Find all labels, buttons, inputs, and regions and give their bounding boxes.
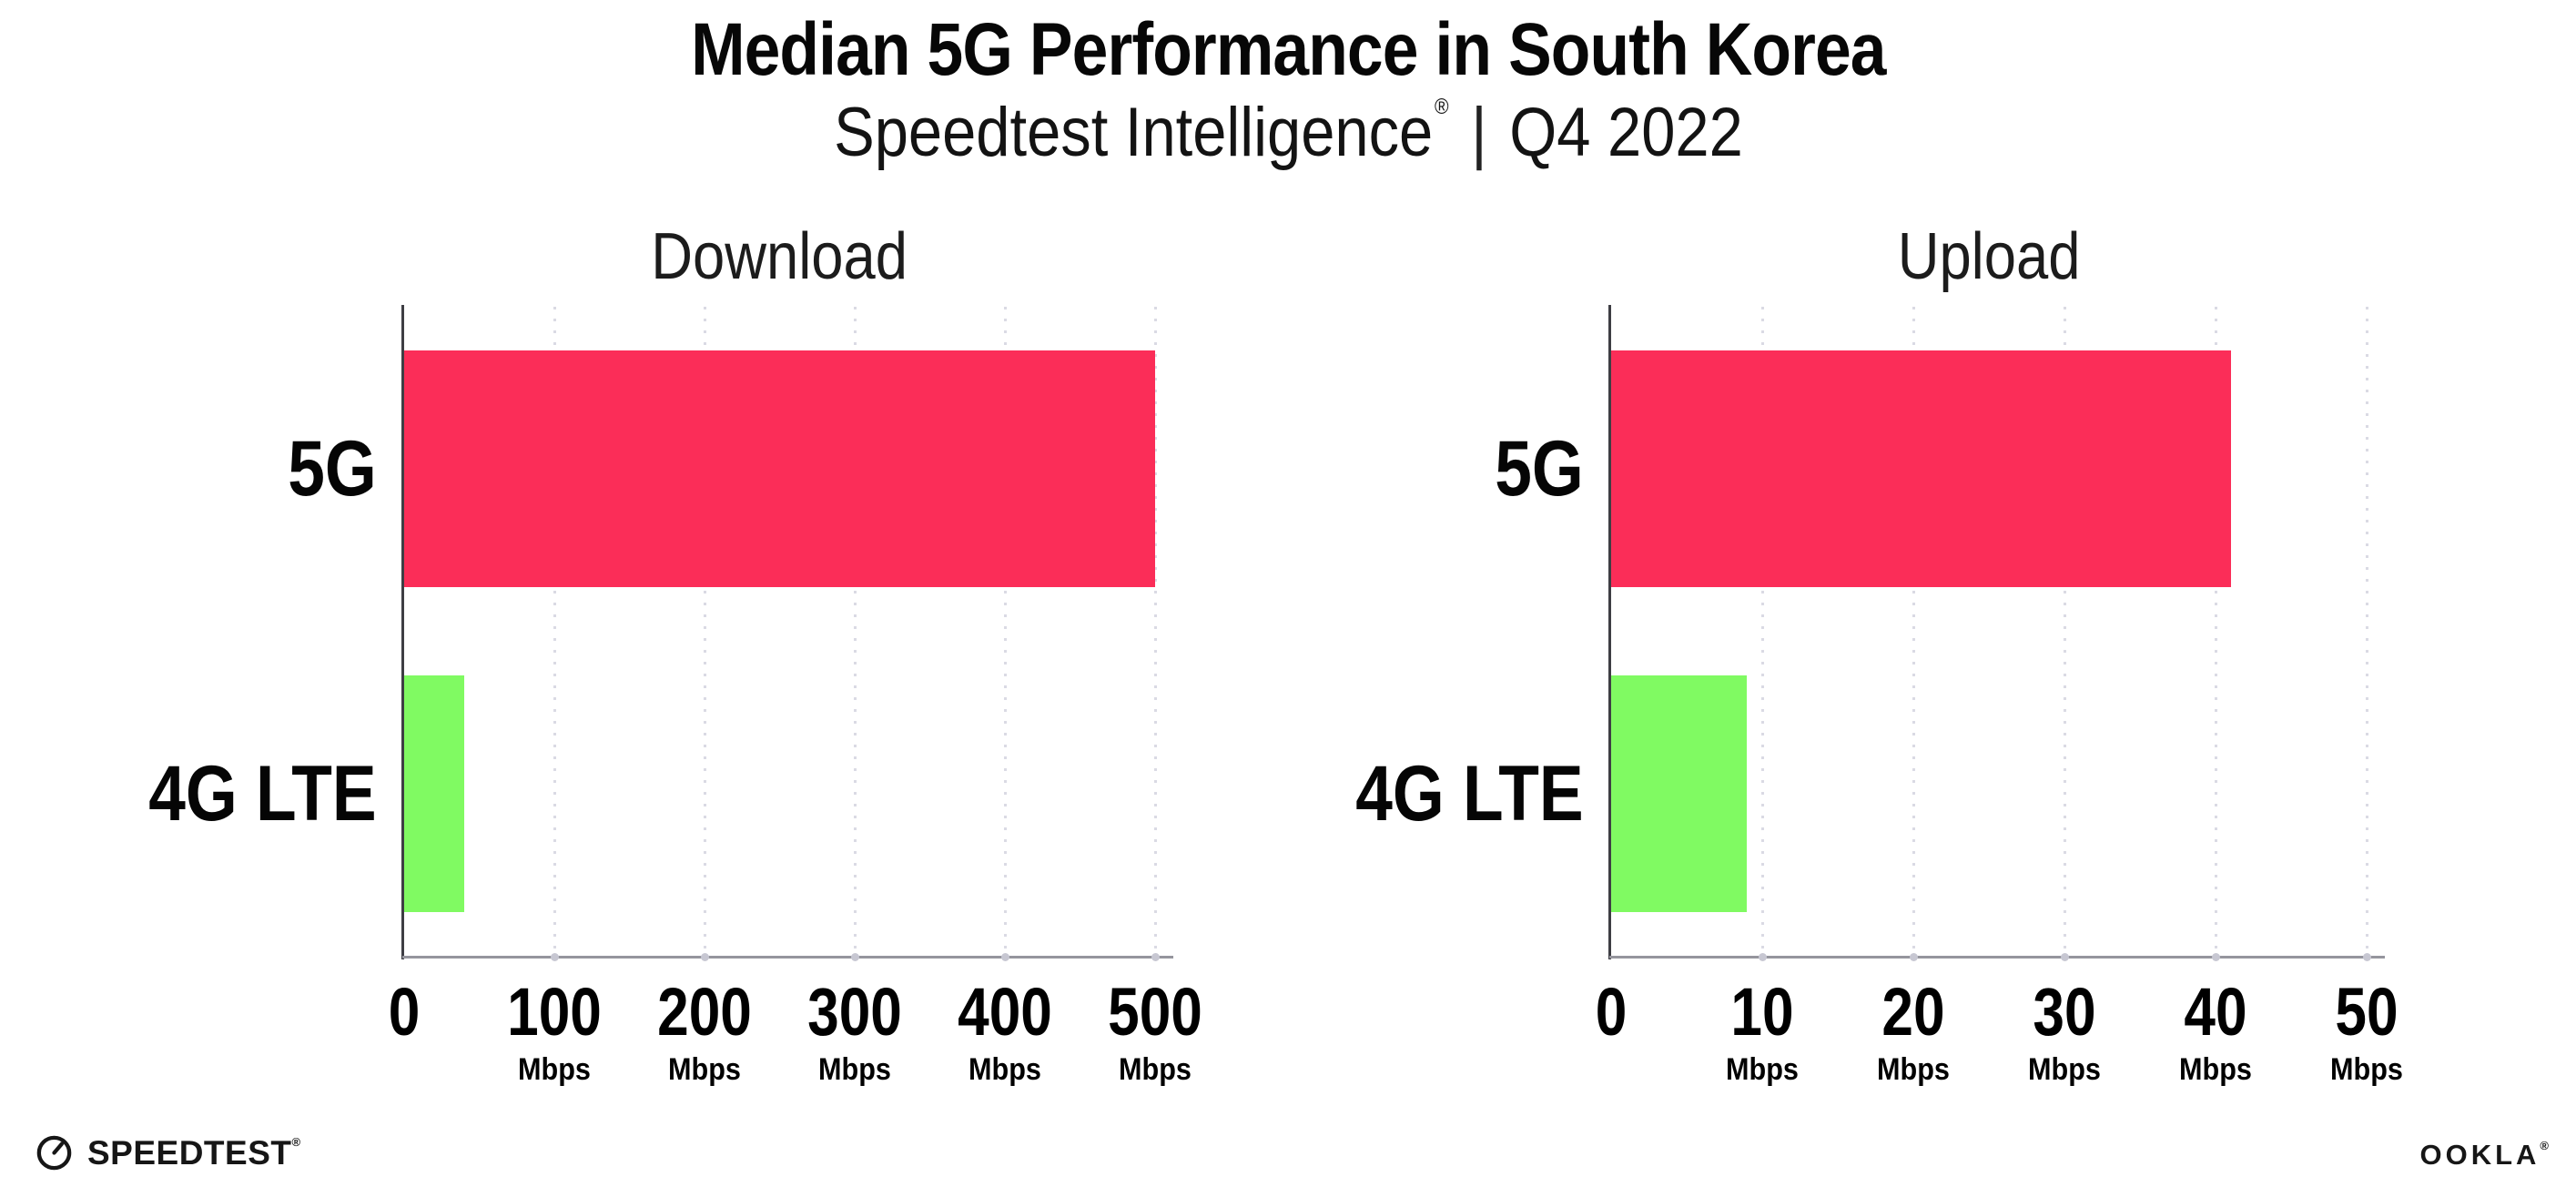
tick-label-50: 50 Mbps bbox=[2327, 974, 2408, 1087]
ookla-logo: OOKLA® bbox=[2419, 1139, 2549, 1172]
tick-value: 50 bbox=[2335, 974, 2399, 1050]
axis-tick-dot-400 bbox=[1000, 953, 1009, 961]
category-label-5g: 5G bbox=[272, 350, 377, 587]
y-axis bbox=[401, 305, 404, 959]
subtitle-brand: Speedtest Intelligence bbox=[833, 94, 1433, 171]
gridline-40 bbox=[2214, 307, 2217, 958]
page-subtitle: Speedtest Intelligence® | Q4 2022 bbox=[0, 93, 2576, 172]
tick-unit-label: Mbps bbox=[2330, 1051, 2403, 1087]
gridline-500 bbox=[1153, 307, 1157, 958]
tick-value: 40 bbox=[2184, 974, 2247, 1050]
gridline-10 bbox=[1760, 307, 1764, 958]
tick-value: 500 bbox=[1108, 974, 1202, 1050]
tick-value: 10 bbox=[1730, 974, 1794, 1050]
page-title-text: Median 5G Performance in South Korea bbox=[690, 8, 1886, 91]
gridline-50 bbox=[2365, 307, 2368, 958]
y-axis bbox=[1608, 305, 1611, 959]
subtitle-period: Q4 2022 bbox=[1508, 94, 1743, 171]
tick-label-200: 200 Mbps bbox=[648, 974, 760, 1087]
tick-label-500: 500 Mbps bbox=[1099, 974, 1211, 1087]
tick-unit-label: Mbps bbox=[518, 1051, 591, 1087]
chart-title: Upload bbox=[1575, 219, 2403, 294]
category-label-5g: 5G bbox=[1479, 350, 1584, 587]
tick-value: 20 bbox=[1881, 974, 1945, 1050]
tick-label-100: 100 Mbps bbox=[498, 974, 610, 1087]
tick-unit-label: Mbps bbox=[668, 1051, 741, 1087]
tick-unit-label: Mbps bbox=[2028, 1051, 2101, 1087]
category-label-text: 4G LTE bbox=[148, 749, 377, 837]
tick-label-300: 300 Mbps bbox=[798, 974, 910, 1087]
tick-label-400: 400 Mbps bbox=[948, 974, 1060, 1087]
speedtest-logo: SPEEDTEST® bbox=[33, 1131, 301, 1174]
tick-unit-label: Mbps bbox=[2179, 1051, 2252, 1087]
category-label-text: 5G bbox=[1495, 424, 1584, 512]
category-label-text: 5G bbox=[288, 424, 377, 512]
bar-4g-lte bbox=[404, 675, 464, 912]
tick-value: 400 bbox=[958, 974, 1052, 1050]
axis-tick-dot-50 bbox=[2362, 953, 2371, 961]
axis-tick-dot-40 bbox=[2211, 953, 2220, 961]
gridline-200 bbox=[703, 307, 706, 958]
chart-title-text: Upload bbox=[1897, 220, 2081, 293]
ookla-logo-text: OOKLA bbox=[2419, 1139, 2541, 1171]
tick-unit-label: Mbps bbox=[1119, 1051, 1192, 1087]
category-label-text: 4G LTE bbox=[1355, 749, 1584, 837]
download-chart: Download 5G 4G LTE 0 100 Mbps 200 Mbps 300 Mbps 40… bbox=[149, 220, 1202, 1085]
axis-tick-dot-100 bbox=[550, 953, 559, 961]
subtitle-separator: | bbox=[1470, 94, 1487, 171]
x-axis bbox=[1609, 956, 2385, 959]
category-label-4g-lte: 4G LTE bbox=[1315, 675, 1584, 912]
tick-label-0: 0 bbox=[1592, 974, 1629, 1050]
axis-tick-dot-10 bbox=[1758, 953, 1767, 961]
tick-unit-label: Mbps bbox=[969, 1051, 1041, 1087]
gridline-30 bbox=[2063, 307, 2066, 958]
bar-5g bbox=[1611, 350, 2231, 587]
speedtest-logo-text: SPEEDTEST® bbox=[87, 1133, 301, 1172]
tick-value: 300 bbox=[807, 974, 902, 1050]
speedometer-gauge-icon bbox=[33, 1131, 76, 1174]
gridline-20 bbox=[1912, 307, 1915, 958]
tick-label-0: 0 bbox=[385, 974, 422, 1050]
page-title: Median 5G Performance in South Korea bbox=[0, 7, 2576, 93]
tick-value: 200 bbox=[657, 974, 752, 1050]
gridline-100 bbox=[553, 307, 556, 958]
ookla-trademark: ® bbox=[2540, 1139, 2549, 1152]
subtitle-text: Speedtest Intelligence® | Q4 2022 bbox=[834, 93, 1743, 172]
axis-tick-dot-200 bbox=[700, 953, 709, 961]
tick-label-40: 40 Mbps bbox=[2175, 974, 2257, 1087]
axis-tick-dot-500 bbox=[1151, 953, 1160, 961]
tick-label-30: 30 Mbps bbox=[2024, 974, 2105, 1087]
axis-tick-dot-300 bbox=[850, 953, 859, 961]
x-axis bbox=[402, 956, 1173, 959]
bar-4g-lte bbox=[1611, 675, 1748, 912]
tick-unit-label: Mbps bbox=[818, 1051, 891, 1087]
tick-value: 0 bbox=[1595, 974, 1628, 1050]
registered-mark: ® bbox=[1434, 95, 1449, 119]
axis-tick-dot-30 bbox=[2060, 953, 2069, 961]
tick-label-10: 10 Mbps bbox=[1722, 974, 1803, 1087]
tick-value: 0 bbox=[388, 974, 421, 1050]
gridline-300 bbox=[853, 307, 857, 958]
chart-title-text: Download bbox=[651, 220, 908, 293]
chart-title: Download bbox=[368, 219, 1192, 294]
axis-tick-dot-20 bbox=[1909, 953, 1918, 961]
gridline-400 bbox=[1003, 307, 1007, 958]
tick-label-20: 20 Mbps bbox=[1873, 974, 1954, 1087]
tick-unit-label: Mbps bbox=[1726, 1051, 1799, 1087]
bar-5g bbox=[404, 350, 1155, 587]
upload-chart: Upload 5G 4G LTE 0 10 Mbps 20 Mbps 30 Mbps 40 Mbps 5… bbox=[1356, 220, 2403, 1085]
category-label-4g-lte: 4G LTE bbox=[108, 675, 377, 912]
tick-unit-label: Mbps bbox=[1877, 1051, 1950, 1087]
tick-value: 30 bbox=[2033, 974, 2096, 1050]
speedtest-trademark: ® bbox=[291, 1134, 301, 1149]
tick-value: 100 bbox=[507, 974, 602, 1050]
